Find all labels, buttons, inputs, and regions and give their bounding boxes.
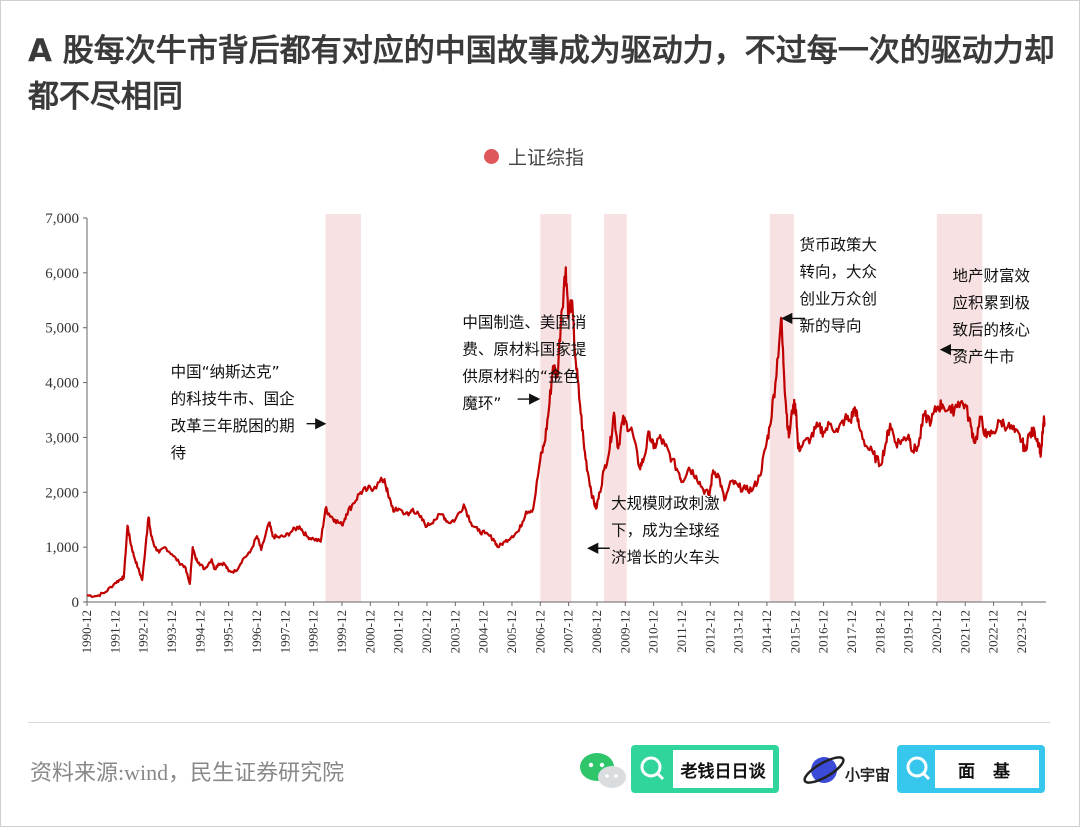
annotation-text: 创业万众创: [800, 290, 878, 308]
shaded-period-3: [604, 214, 627, 602]
x-tick-label: 1993-12: [164, 610, 179, 653]
series-line-shanghai-composite: [86, 266, 1046, 599]
series-group: [86, 266, 1046, 599]
search-icon: [640, 756, 665, 781]
x-tick-label: 2020-12: [929, 610, 944, 653]
x-tick-label: 2022-12: [986, 610, 1001, 653]
y-tick-label: 7,000: [45, 211, 79, 227]
shaded-period-4: [769, 214, 794, 602]
x-tick-label: 2019-12: [901, 610, 916, 653]
annotation-text: 中国制造、美国消: [462, 314, 586, 332]
x-tick-label: 2006-12: [532, 610, 547, 653]
x-tick-label: 2009-12: [617, 610, 632, 653]
brand-mianji-button[interactable]: 面 基: [897, 745, 1045, 793]
x-tick-label: 2000-12: [362, 610, 377, 653]
shaded-period-1: [325, 214, 361, 602]
y-tick-label: 5,000: [45, 321, 79, 337]
x-tick-label: 2021-12: [957, 610, 972, 653]
axes: [86, 218, 1046, 603]
brand-mianji-label: 面 基: [935, 750, 1039, 788]
annotation-text: 改革三年脱困的期: [171, 417, 295, 435]
x-tick-label: 2007-12: [561, 610, 576, 653]
x-tick-label: 1992-12: [136, 610, 151, 653]
annotation-text: 应积累到极: [953, 293, 1031, 312]
x-tick-label: 2002-12: [419, 610, 434, 653]
annotation-text: 魔环”: [462, 395, 501, 413]
y-tick-label: 0: [72, 595, 80, 611]
x-tick-label: 2013-12: [731, 610, 746, 653]
x-tick-label: 1999-12: [334, 610, 349, 653]
x-tick-label: 2016-12: [816, 610, 831, 653]
x-tick-label: 1996-12: [249, 610, 264, 653]
annotation-text: 的科技牛市、国企: [171, 390, 296, 408]
line-chart: 0 1,000 2,000 3,000 4,000 5,000 6,000 7,000 199…: [45, 211, 1046, 653]
annotation-text: 致后的核心: [953, 321, 1031, 339]
y-tick-label: 3,000: [45, 430, 79, 446]
annotation-text: 转向，大众: [800, 263, 878, 281]
annotation-text: 费、原材料国家提: [462, 341, 587, 359]
annotation-text: 货币政策大: [800, 236, 878, 254]
xiaoyuzhou-label[interactable]: 小宇宙: [845, 766, 891, 784]
x-tick-label: 2011-12: [674, 610, 689, 653]
x-tick-label: 1991-12: [107, 610, 122, 653]
annotation-text: 大规模财政刺激: [611, 495, 720, 513]
annotation-text: 中国“纳斯达克”: [171, 363, 280, 381]
x-tick-label: 2018-12: [872, 610, 887, 653]
x-tick-label: 1995-12: [221, 610, 236, 653]
wechat-icon[interactable]: [578, 750, 628, 790]
source-note: 资料来源:wind，民生证券研究院: [30, 760, 345, 785]
annotation-text: 资产牛市: [953, 348, 1015, 366]
annotation-text: 待: [171, 444, 187, 462]
annotation-text: 新的导向: [800, 317, 862, 335]
legend-marker: [484, 149, 499, 164]
x-tick-label: 2003-12: [447, 610, 462, 653]
x-tick-label: 1990-12: [79, 610, 94, 653]
annotation-text: 下，成为全球经: [611, 522, 720, 540]
x-tick-label: 2010-12: [646, 610, 661, 653]
x-tick-label: 2008-12: [589, 610, 604, 653]
x-tick-label: 2023-12: [1014, 610, 1029, 653]
x-tick-label: 1998-12: [306, 610, 321, 653]
x-tick-label: 2005-12: [504, 610, 519, 653]
x-axis-ticks: 1990-12 1991-12 1992-12 1993-12 1994-12 1995-…: [79, 602, 1029, 653]
y-tick-label: 6,000: [45, 266, 79, 282]
x-tick-label: 2004-12: [476, 610, 491, 653]
annotation-text: 济增长的火车头: [611, 549, 720, 567]
annotation-text: 地产财富效: [953, 267, 1031, 285]
annotation-text: 供原材料的“金色: [462, 368, 579, 386]
y-tick-label: 2,000: [45, 485, 79, 501]
x-tick-label: 2017-12: [844, 610, 859, 653]
x-tick-label: 1994-12: [192, 610, 207, 653]
x-tick-label: 2014-12: [759, 610, 774, 653]
x-tick-label: 2015-12: [787, 610, 802, 653]
x-tick-label: 1997-12: [277, 610, 292, 653]
legend[interactable]: 上证综指: [484, 143, 584, 170]
shaded-periods: [325, 214, 983, 602]
chart-title: A 股每次牛市背后都有对应的中国故事成为驱动力，不过每一次的驱动力却都不尽相同: [28, 33, 1055, 115]
y-tick-label: 4,000: [45, 376, 79, 392]
search-icon: [906, 756, 931, 781]
legend-label: 上证综指: [508, 147, 585, 169]
brand-laoqian-label: 老钱日日谈: [673, 750, 773, 788]
y-tick-label: 1,000: [45, 540, 79, 556]
brand-laoqian-button[interactable]: 老钱日日谈: [631, 745, 779, 793]
y-axis-ticks: 0 1,000 2,000 3,000 4,000 5,000 6,000 7,000: [45, 211, 87, 611]
footer-divider: [28, 722, 1050, 723]
x-tick-label: 2001-12: [391, 610, 406, 653]
planet-icon[interactable]: [800, 745, 850, 795]
x-tick-label: 2012-12: [702, 610, 717, 653]
